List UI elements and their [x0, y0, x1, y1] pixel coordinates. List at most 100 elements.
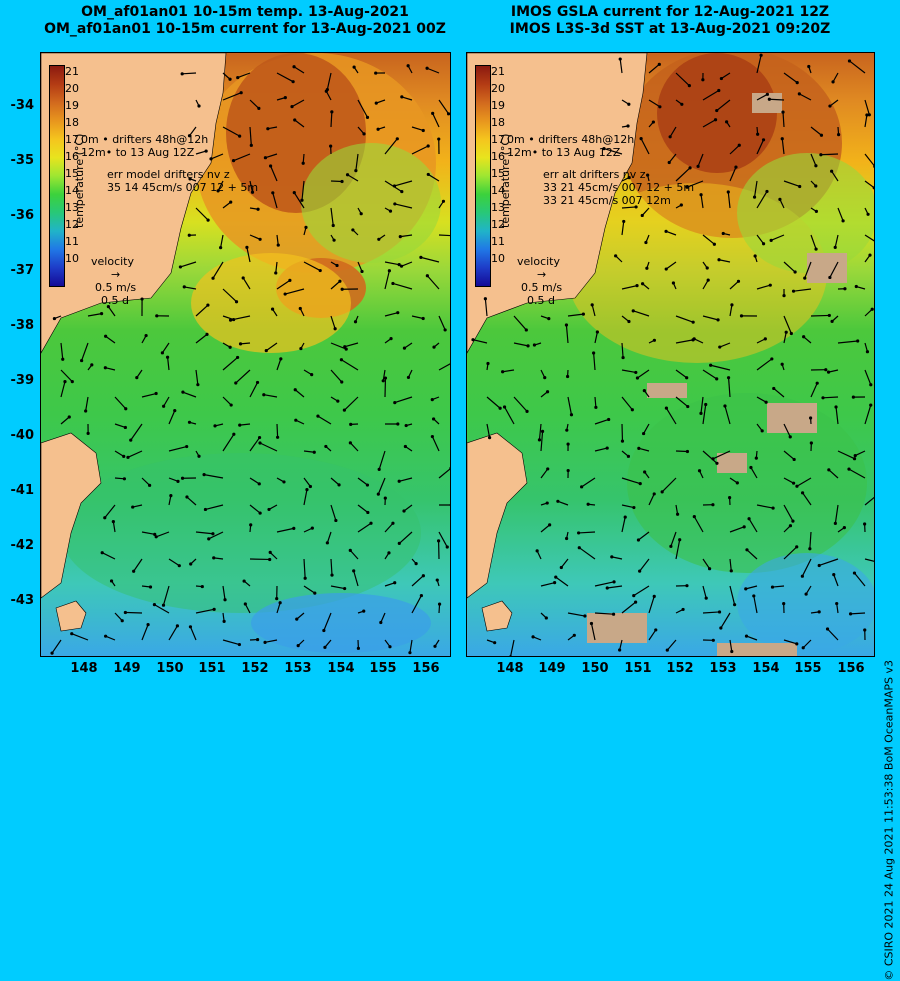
current-vector-head	[279, 357, 282, 360]
velocity-arrow-icon: →	[91, 268, 136, 281]
current-vector-head	[275, 597, 278, 600]
current-vector-head	[771, 585, 774, 588]
current-vector-head	[587, 503, 590, 506]
current-vector-head	[843, 526, 846, 529]
current-vector	[566, 325, 568, 343]
current-vector-head	[103, 516, 106, 519]
current-vector-head	[762, 138, 765, 141]
current-vector-head	[124, 407, 127, 410]
current-vector-head	[762, 242, 765, 245]
current-vector-head	[582, 313, 585, 316]
current-vector-head	[271, 308, 274, 311]
current-vector-head	[727, 376, 730, 379]
current-vector-head	[305, 488, 308, 491]
latitude-axis: -34 -35 -36 -37 -38 -39 -40 -41 -42 -43	[0, 52, 38, 655]
current-vector-head	[232, 159, 235, 162]
current-vector	[711, 365, 730, 370]
current-vector	[541, 431, 543, 451]
current-vector	[72, 634, 88, 640]
right-panel-title: IMOS GSLA current for 12-Aug-2021 12Z IM…	[466, 4, 874, 38]
current-vector-head	[652, 120, 655, 123]
current-vector-head	[712, 639, 715, 642]
lon-tick: 156	[837, 661, 864, 676]
current-vector-head	[140, 297, 143, 300]
lat-tick: -41	[11, 483, 35, 498]
colorbar-tick: 19	[491, 99, 505, 112]
current-vector-head	[149, 585, 152, 588]
current-vector-head	[124, 611, 127, 614]
current-vector-head	[653, 339, 656, 342]
current-vector-head	[730, 569, 733, 572]
current-vector-head	[706, 266, 709, 269]
current-vector-head	[526, 344, 529, 347]
current-vector-head	[148, 484, 151, 487]
current-vector-head	[578, 546, 581, 549]
current-vector-head	[699, 193, 702, 196]
current-vector-head	[805, 592, 808, 595]
current-vector-head	[798, 92, 801, 95]
current-vector-head	[761, 429, 764, 432]
current-vector	[277, 359, 281, 370]
current-vector	[511, 640, 514, 656]
current-vector-head	[240, 91, 243, 94]
current-vector-head	[300, 199, 303, 202]
current-vector-head	[634, 601, 637, 604]
current-vector-head	[161, 351, 164, 354]
current-vector-head	[185, 495, 188, 498]
current-vector-head	[446, 545, 449, 548]
current-vector-head	[391, 282, 394, 285]
current-vector-head	[362, 610, 365, 613]
lon-tick: 149	[113, 661, 140, 676]
current-vector-head	[795, 545, 798, 548]
error-stats: err model drifters nv z 35 14 45cm/s 007…	[107, 168, 258, 194]
current-vector-head	[262, 393, 265, 396]
current-vector-head	[637, 447, 640, 450]
current-vector	[223, 640, 239, 645]
current-vector-head	[212, 556, 215, 559]
current-vector-head	[621, 440, 624, 443]
current-vector-head	[736, 481, 739, 484]
current-vector-head	[696, 165, 699, 168]
current-vector	[836, 407, 838, 424]
current-vector	[487, 397, 500, 408]
lon-tick: 153	[284, 661, 311, 676]
current-vector-head	[798, 185, 801, 188]
current-vector	[385, 271, 389, 289]
current-vector-head	[718, 610, 721, 613]
current-vector-head	[708, 567, 711, 570]
current-vector	[503, 370, 514, 372]
current-vector-head	[185, 445, 188, 448]
current-vector	[88, 314, 102, 316]
current-vector-head	[801, 575, 804, 578]
current-vector-head	[337, 483, 340, 486]
lat-tick: -43	[11, 593, 35, 608]
current-vector-head	[484, 297, 487, 300]
current-vector	[331, 112, 332, 127]
current-vector-head	[402, 509, 405, 512]
current-vector-head	[341, 288, 344, 291]
current-vector-head	[638, 570, 641, 573]
current-vector-head	[781, 110, 784, 113]
current-vector-head	[433, 645, 436, 648]
current-vector	[568, 613, 585, 616]
current-vector-head	[755, 457, 758, 460]
current-vector-head	[360, 212, 363, 215]
current-vector	[162, 343, 169, 353]
current-vector-head	[754, 254, 757, 257]
current-vector-head	[614, 254, 617, 257]
current-vector-head	[847, 468, 850, 471]
current-vector-head	[688, 84, 691, 87]
lon-tick: 148	[70, 661, 97, 676]
current-vector-head	[438, 602, 441, 605]
current-vector-head	[666, 648, 669, 651]
current-vector	[595, 448, 607, 451]
current-vector	[676, 370, 687, 378]
current-vector	[561, 559, 568, 568]
current-vector-head	[263, 641, 266, 644]
current-vector-head	[299, 347, 302, 350]
current-vector-head	[745, 548, 748, 551]
lon-tick: 148	[496, 661, 523, 676]
current-vector-head	[279, 601, 282, 604]
current-vector-head	[268, 558, 271, 561]
land-tasmania	[467, 433, 527, 598]
